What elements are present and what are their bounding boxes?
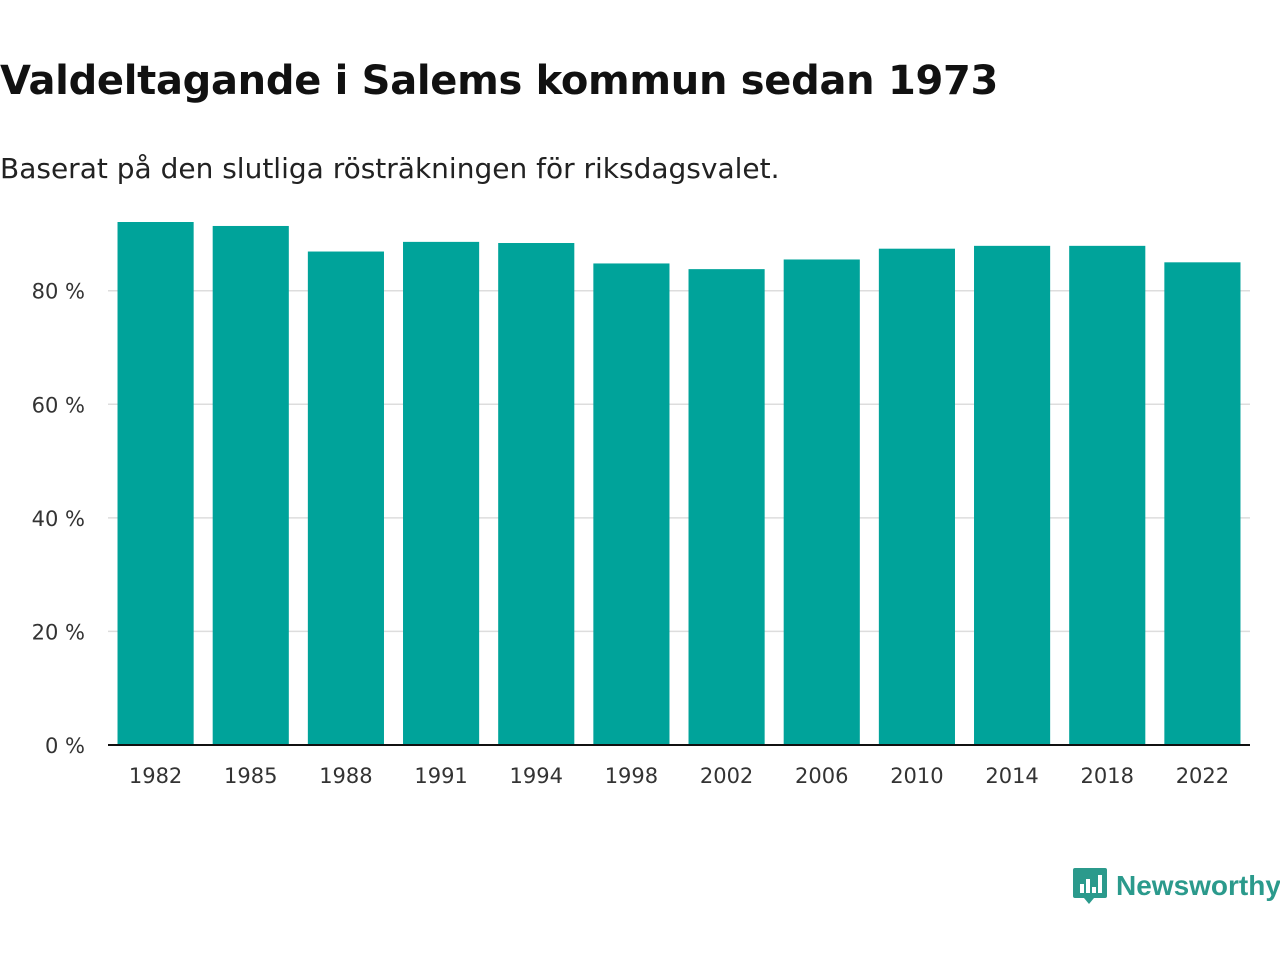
- bar-1994: [498, 243, 575, 745]
- x-tick-label: 2006: [795, 764, 848, 788]
- bar-1998: [593, 263, 670, 745]
- y-tick-label: 0 %: [45, 734, 85, 758]
- bar-1988: [307, 251, 384, 745]
- bar-2010: [878, 248, 955, 746]
- newsworthy-logo: Newsworthy: [1072, 866, 1280, 906]
- brand-name: Newsworthy: [1116, 870, 1280, 901]
- bars: [117, 222, 1241, 746]
- x-tick-label: 1985: [224, 764, 277, 788]
- bar-2002: [688, 269, 765, 745]
- x-tick-label: 1994: [510, 764, 563, 788]
- chart-bubble-icon: [1073, 868, 1107, 904]
- bar-2006: [783, 259, 860, 745]
- bar-1982: [117, 222, 194, 745]
- chart-title: Valdeltagande i Salems kommun sedan 1973: [0, 58, 999, 104]
- x-tick-label: 2014: [985, 764, 1038, 788]
- bar-2014: [974, 245, 1051, 745]
- x-tick-label: 2018: [1081, 764, 1134, 788]
- x-tick-label: 1991: [414, 764, 467, 788]
- chart-subtitle: Baserat på den slutliga rösträkningen fö…: [0, 152, 780, 185]
- y-axis-ticks: 0 % 20 % 40 % 60 % 80 %: [32, 280, 85, 758]
- x-tick-label: 1988: [319, 764, 372, 788]
- bar-1985: [212, 225, 289, 745]
- x-tick-label: 2002: [700, 764, 753, 788]
- x-axis-ticks: 1982 1985 1988 1991 1994 1998 2002 2006 2010 2014…: [129, 764, 1229, 788]
- bar-2022: [1164, 262, 1241, 745]
- x-tick-label: 2022: [1176, 764, 1229, 788]
- y-tick-label: 40 %: [32, 507, 85, 531]
- y-tick-label: 60 %: [32, 393, 85, 417]
- x-tick-label: 1998: [605, 764, 658, 788]
- y-tick-label: 20 %: [32, 620, 85, 644]
- gridlines: [108, 289, 1250, 633]
- bar-2018: [1069, 245, 1146, 745]
- y-tick-label: 80 %: [32, 280, 85, 304]
- bar-1991: [403, 241, 480, 746]
- x-tick-label: 1982: [129, 764, 182, 788]
- x-tick-label: 2010: [890, 764, 943, 788]
